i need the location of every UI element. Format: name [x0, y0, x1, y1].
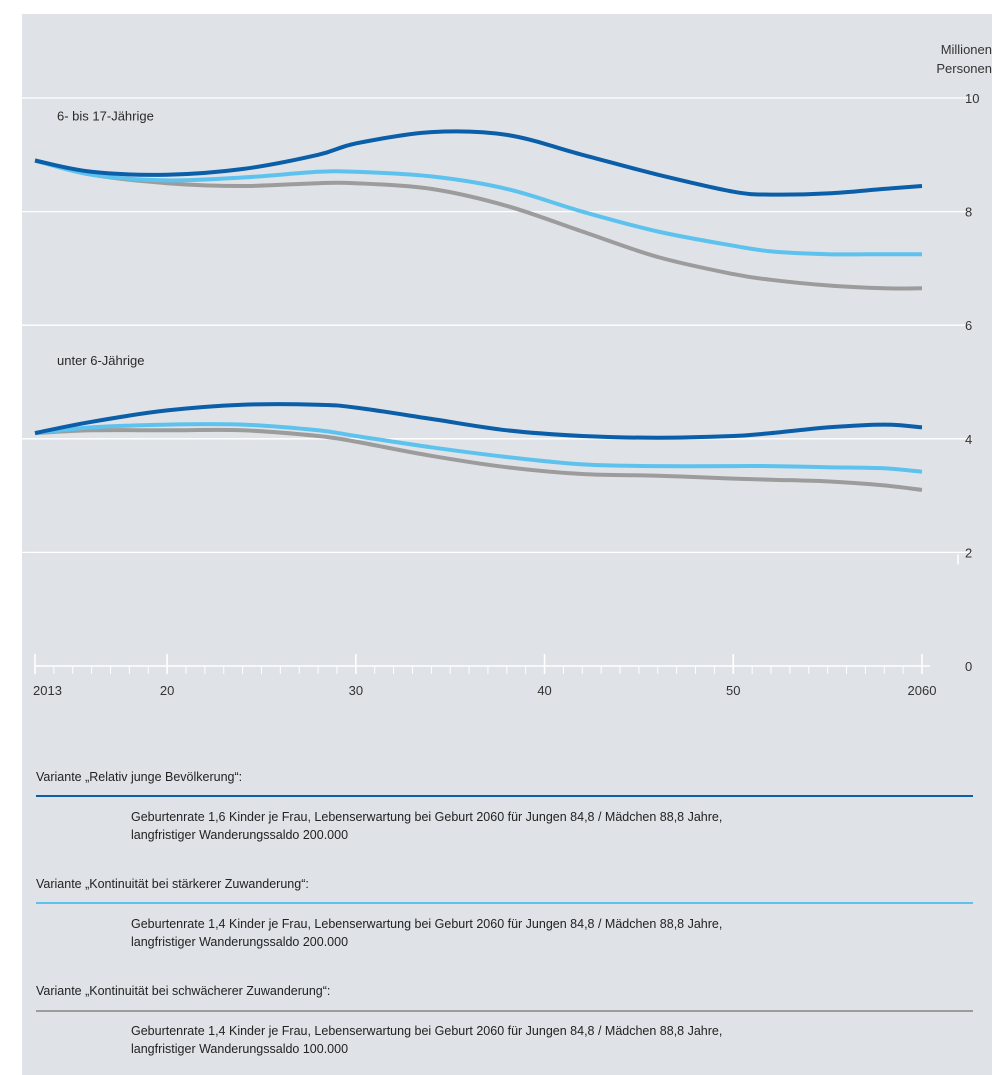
line-chart: 0 2 4 6 8 10 2013 20 30 40 50 2060 6- bis 17-Jährige…: [22, 91, 979, 698]
series-line-variant-3: [34, 158, 923, 291]
y-tick-label: 2: [965, 545, 972, 560]
legend-label-variant-2: Variante „Kontinuität bei stärkerer Zuwa…: [36, 877, 309, 891]
legend-desc-variant-3: Geburtenrate 1,4 Kinder je Frau, Lebense…: [131, 1022, 971, 1058]
y-tick-label: 0: [965, 659, 972, 674]
legend-desc-line-2: langfristiger Wanderungssaldo 200.000: [131, 828, 349, 842]
legend-desc-line-1: Geburtenrate 1,6 Kinder je Frau, Lebense…: [131, 810, 723, 824]
legend-desc-line-1: Geburtenrate 1,4 Kinder je Frau, Lebense…: [131, 1024, 723, 1038]
legend-line-variant-3: [36, 1010, 973, 1012]
series-line-variant-2: [34, 422, 923, 474]
y-tick-label: 4: [965, 432, 972, 447]
legend-desc-variant-2: Geburtenrate 1,4 Kinder je Frau, Lebense…: [131, 915, 971, 951]
x-tick-label: 30: [349, 683, 363, 698]
y-tick-label: 8: [965, 205, 972, 220]
unit-label-line-2: Personen: [936, 61, 992, 76]
x-tick-label: 40: [537, 683, 551, 698]
group-label: unter 6-Jährige: [57, 353, 144, 368]
chart-panel: Millionen Personen 0 2 4 6 8 10 2013 20 30 40 50 20…: [22, 14, 992, 1075]
x-tick-label: 2013: [33, 683, 62, 698]
group-label: 6- bis 17-Jährige: [57, 109, 154, 124]
series-line-variant-1: [34, 402, 923, 440]
series-line-variant-1: [34, 129, 923, 197]
legend-desc-line-2: langfristiger Wanderungssaldo 200.000: [131, 935, 349, 949]
series-line-variant-2: [34, 158, 922, 257]
legend-line-variant-2: [36, 902, 973, 904]
legend-desc-variant-1: Geburtenrate 1,6 Kinder je Frau, Lebense…: [131, 808, 971, 844]
series-line-variant-3: [34, 427, 923, 492]
unit-label: Millionen Personen: [872, 40, 992, 78]
legend-label-variant-1: Variante „Relativ junge Bevölkerung“:: [36, 770, 243, 784]
legend-desc-line-1: Geburtenrate 1,4 Kinder je Frau, Lebense…: [131, 917, 723, 931]
y-tick-label: 6: [965, 318, 972, 333]
legend-line-variant-1: [36, 795, 973, 797]
legend-label-variant-3: Variante „Kontinuität bei schwächerer Zu…: [36, 984, 331, 998]
y-tick-label: 10: [965, 91, 979, 106]
legend-desc-line-2: langfristiger Wanderungssaldo 100.000: [131, 1042, 349, 1056]
x-tick-label: 50: [726, 683, 740, 698]
x-tick-label: 20: [160, 683, 174, 698]
unit-label-line-1: Millionen: [940, 42, 992, 57]
x-tick-label: 2060: [908, 683, 937, 698]
